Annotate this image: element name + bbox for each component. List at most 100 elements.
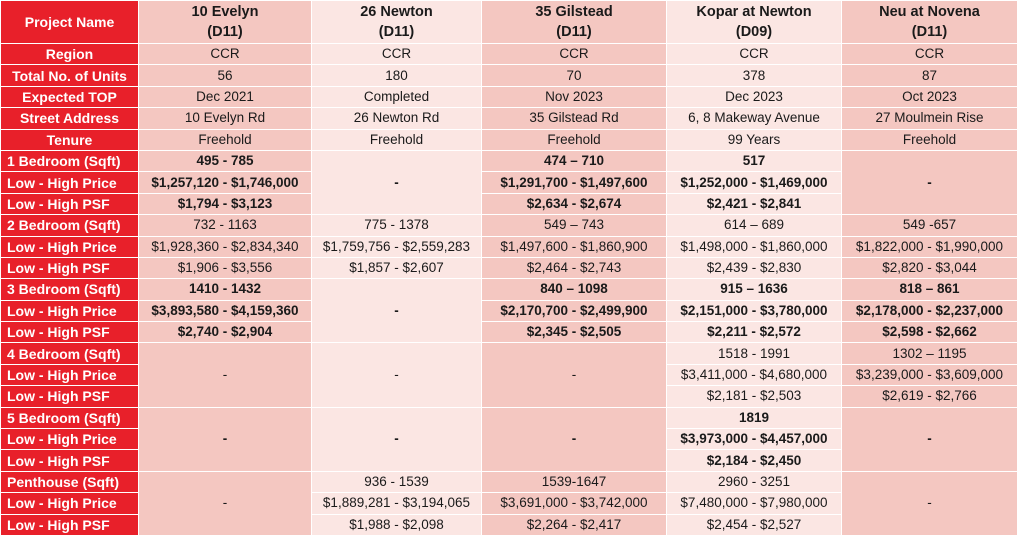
value-cell: $2,181 - $2,503 (666, 385, 842, 408)
project-name: 35 Gilstead (535, 4, 613, 20)
value-cell: $1,906 - $3,556 (138, 256, 312, 280)
value-cell: 549 – 743 (481, 214, 667, 237)
unit-row: 2 Bedroom (Sqft) 732 - 1163 775 - 1378 549 … (0, 214, 1017, 237)
project-header: Neu at Novena (D11) (841, 0, 1017, 44)
unit-row: Low - High PSF $1,906 - $3,556 $1,857 - $2… (0, 256, 1017, 280)
info-cell: Dec 2021 (138, 85, 312, 109)
unit-row: Penthouse (Sqft) -936 - 1539 1539-1647 2960… (0, 470, 1017, 536)
row-label: Expected TOP (0, 85, 139, 109)
project-district: (D11) (207, 24, 243, 40)
value-cell: $7,480,000 - $7,980,000 (666, 492, 842, 515)
row-label: Low - High PSF (0, 385, 139, 408)
project-district: (D11) (911, 24, 948, 40)
info-cell: CCR (666, 42, 842, 66)
info-row: Expected TOP Dec 2021 Completed Nov 2023 Dec… (0, 85, 1017, 109)
value-cell: $3,691,000 - $3,742,000 (481, 492, 667, 515)
unit-row: Low - High Price $3,973,000 - $4,457,000 (0, 428, 1017, 451)
unit-row: 5 Bedroom (Sqft) - - -1819- (0, 406, 1017, 472)
value-cell: $1,822,000 - $1,990,000 (841, 235, 1017, 258)
project-name-label: Project Name (0, 0, 139, 44)
value-cell: $2,184 - $2,450 (666, 449, 842, 472)
info-cell: 56 (138, 64, 312, 87)
project-district: (D11) (378, 24, 415, 40)
info-cell: 10 Evelyn Rd (138, 107, 312, 130)
row-label: 4 Bedroom (Sqft) (0, 342, 139, 365)
value-cell: 936 - 1539 (311, 470, 482, 494)
value-cell: $3,239,000 - $3,609,000 (841, 363, 1017, 387)
value-cell: $1,497,600 - $1,860,900 (481, 235, 667, 258)
value-cell: 732 - 1163 (138, 214, 312, 237)
info-cell: Freehold (311, 128, 482, 151)
empty-cell: - (481, 342, 667, 408)
unit-row: Low - High Price $3,411,000 - $4,680,000 $… (0, 363, 1017, 387)
unit-row: Low - High Price $1,257,120 - $1,746,000 $… (0, 171, 1017, 194)
unit-row: Low - High Price $1,928,360 - $2,834,340 $… (0, 235, 1017, 258)
value-cell: $2,464 - $2,743 (481, 256, 667, 280)
empty-cell: - (138, 406, 312, 472)
row-label: Street Address (0, 107, 139, 130)
project-header: 26 Newton (D11) (311, 0, 482, 44)
info-row: Region CCR CCR CCR CCR CCR (0, 42, 1017, 66)
value-cell: $3,973,000 - $4,457,000 (666, 428, 842, 451)
unit-row: 4 Bedroom (Sqft) - - -1518 - 1991 1302 – 119… (0, 342, 1017, 408)
value-cell: 474 – 710 (481, 149, 667, 173)
unit-row: Low - High Price $3,893,580 - $4,159,360 $… (0, 299, 1017, 323)
value-cell: $1,759,756 - $2,559,283 (311, 235, 482, 258)
value-cell: $2,421 - $2,841 (666, 192, 842, 216)
info-cell: CCR (481, 42, 667, 66)
unit-row: Low - High PSF $2,181 - $2,503 $2,619 - $2… (0, 385, 1017, 408)
project-district: (D11) (556, 24, 592, 40)
value-cell: $1,291,700 - $1,497,600 (481, 171, 667, 194)
info-row: Street Address 10 Evelyn Rd 26 Newton Rd 35… (0, 107, 1017, 130)
row-label: Penthouse (Sqft) (0, 470, 139, 494)
value-cell: $1,498,000 - $1,860,000 (666, 235, 842, 258)
value-cell: $3,411,000 - $4,680,000 (666, 363, 842, 387)
value-cell: 818 – 861 (841, 278, 1017, 301)
project-header: 10 Evelyn (D11) (138, 0, 312, 44)
row-label: Low - High PSF (0, 192, 139, 216)
value-cell: 1819 (666, 406, 842, 430)
empty-cell: - (841, 149, 1017, 216)
info-cell: 70 (481, 64, 667, 87)
empty-cell: - (841, 406, 1017, 472)
info-cell: Freehold (138, 128, 312, 151)
project-header: Kopar at Newton (D09) (666, 0, 842, 44)
info-cell: 6, 8 Makeway Avenue (666, 107, 842, 130)
value-cell: $2,619 - $2,766 (841, 385, 1017, 408)
info-cell: Nov 2023 (481, 85, 667, 109)
value-cell: 1518 - 1991 (666, 342, 842, 365)
value-cell: $1,252,000 - $1,469,000 (666, 171, 842, 194)
row-label: Low - High PSF (0, 321, 139, 344)
unit-row: 3 Bedroom (Sqft) 1410 - 1432-840 – 1098 91… (0, 278, 1017, 344)
info-cell: 35 Gilstead Rd (481, 107, 667, 130)
info-cell: CCR (311, 42, 482, 66)
value-cell: $2,454 - $2,527 (666, 513, 842, 536)
info-row: Tenure Freehold Freehold Freehold 99 Years Fr… (0, 128, 1017, 151)
value-cell: $2,820 - $3,044 (841, 256, 1017, 280)
unit-row: Low - High PSF $2,184 - $2,450 (0, 449, 1017, 472)
row-label: 1 Bedroom (Sqft) (0, 149, 139, 173)
row-label: Low - High Price (0, 235, 139, 258)
row-label: Low - High Price (0, 492, 139, 515)
row-label: Total No. of Units (0, 64, 139, 87)
value-cell: 1410 - 1432 (138, 278, 312, 301)
info-cell: 99 Years (666, 128, 842, 151)
info-cell: Freehold (481, 128, 667, 151)
info-cell: 26 Newton Rd (311, 107, 482, 130)
row-label: 2 Bedroom (Sqft) (0, 214, 139, 237)
empty-cell: - (138, 342, 312, 408)
info-cell: 87 (841, 64, 1017, 87)
value-cell: 840 – 1098 (481, 278, 667, 301)
value-cell: $2,439 - $2,830 (666, 256, 842, 280)
empty-cell: - (138, 470, 312, 536)
info-cell: 27 Moulmein Rise (841, 107, 1017, 130)
info-cell: 378 (666, 64, 842, 87)
unit-row: Low - High PSF $1,988 - $2,098 $2,264 - $2… (0, 513, 1017, 536)
empty-cell: - (481, 406, 667, 472)
value-cell: 549 -657 (841, 214, 1017, 237)
unit-row: 1 Bedroom (Sqft) 495 - 785-474 – 710 517- (0, 149, 1017, 216)
empty-cell: - (311, 406, 482, 472)
value-cell: $1,857 - $2,607 (311, 256, 482, 280)
info-cell: Oct 2023 (841, 85, 1017, 109)
header-row: Project Name 10 Evelyn (D11) 26 Newton (D1… (0, 0, 1017, 44)
